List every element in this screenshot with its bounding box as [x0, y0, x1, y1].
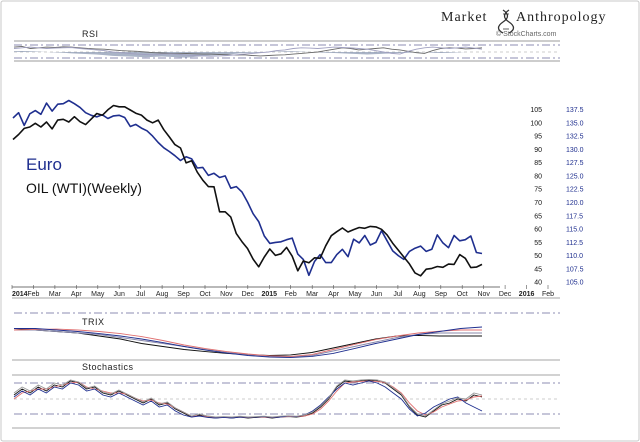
x-tick-label: Jul	[393, 291, 402, 298]
euro-axis-tick-label: 135.0	[566, 120, 584, 127]
euro-axis-tick-label: 137.5	[566, 107, 584, 114]
oil-axis-tick-label: 55	[534, 240, 542, 247]
oil-axis-tick-label: 50	[534, 253, 542, 260]
x-tick-label: Dec	[242, 291, 255, 298]
x-tick-label: Jun	[371, 291, 382, 298]
x-tick-label: Mar	[49, 291, 62, 298]
brand-name-part2: Anthropology	[516, 10, 607, 25]
x-tick-label: Apr	[71, 291, 83, 298]
x-tick-label: 2014	[12, 291, 28, 298]
rsi-label: RSI	[82, 29, 99, 39]
euro-axis-tick-label: 105.0	[566, 280, 584, 287]
oil-axis-tick-label: 75	[534, 187, 542, 194]
oil-axis-tick-label: 100	[530, 120, 542, 127]
oil-axis-tick-label: 65	[534, 213, 542, 220]
x-tick-label: Nov	[220, 291, 233, 298]
rsi-panel: RSI	[13, 29, 560, 62]
x-tick-label: Aug	[156, 291, 169, 298]
main-chart: 40 45 50 55 60 65 70 75 80 85 90 95 100 105 105.0 107.…	[11, 99, 584, 298]
stochastics-panel: Stochastics	[12, 362, 560, 429]
brand-name-part1: Market	[441, 10, 487, 25]
trix-label: TRIX	[82, 317, 105, 327]
oil-axis-tick-label: 105	[530, 107, 542, 114]
rsi-fill-area	[14, 51, 482, 58]
x-tick-label: Oct	[457, 291, 468, 298]
trix-line	[14, 329, 482, 358]
x-tick-label: Aug	[413, 291, 426, 298]
x-tick-label: Sep	[435, 291, 448, 298]
x-tick-label: Feb	[542, 291, 554, 298]
oil-axis-tick-label: 45	[534, 266, 542, 273]
oil-axis-tick-label: 80	[534, 173, 542, 180]
x-tick-label: 2015	[262, 291, 278, 298]
euro-axis-tick-label: 125.0	[566, 173, 584, 180]
x-tick-label: Mar	[306, 291, 319, 298]
stochastics-label: Stochastics	[82, 362, 134, 372]
brand-credit: © StockCharts.com	[496, 30, 557, 38]
trix-line	[13, 328, 482, 357]
euro-axis-tick-label: 117.5	[566, 213, 583, 220]
x-tick-label: 2016	[519, 291, 535, 298]
oil-axis-tick-label: 70	[534, 200, 542, 207]
trix-panel: TRIX	[12, 297, 560, 361]
euro-axis-tick-label: 120.0	[566, 200, 584, 207]
x-tick-label: May	[91, 291, 105, 298]
euro-axis-tick-label: 130.0	[566, 147, 584, 154]
x-tick-label: Nov	[477, 291, 490, 298]
oil-axis-tick-label: 95	[534, 134, 542, 141]
x-tick-label: Oct	[200, 291, 211, 298]
euro-axis-tick-label: 115.0	[566, 227, 583, 234]
legend-entry-oil: OIL (WTI)(Weekly)	[26, 180, 142, 196]
stochastics-line	[13, 378, 483, 418]
x-tick-label: May	[348, 291, 362, 298]
x-tick-label: Feb	[27, 291, 39, 298]
series-line-euro	[12, 99, 483, 277]
x-tick-label: Feb	[285, 291, 297, 298]
rsi-line	[13, 45, 483, 57]
branding: Market Anthropology © StockCharts.com	[441, 9, 607, 38]
series-line-oil	[12, 104, 483, 277]
legend-entry-euro: Euro	[26, 155, 62, 174]
dna-icon	[497, 9, 515, 34]
euro-axis-tick-label: 112.5	[566, 240, 583, 247]
x-tick-label: Jun	[114, 291, 125, 298]
euro-axis-tick-label: 132.5	[566, 134, 584, 141]
x-tick-label: Apr	[328, 291, 340, 298]
x-tick-label: Sep	[177, 291, 190, 298]
euro-axis-tick-label: 122.5	[566, 187, 584, 194]
oil-axis-tick-label: 60	[534, 227, 542, 234]
x-tick-label: Jul	[136, 291, 145, 298]
trix-line	[14, 326, 483, 359]
euro-axis-tick-label: 127.5	[566, 160, 584, 167]
x-tick-label: Dec	[499, 291, 512, 298]
oil-axis-tick-label: 40	[534, 280, 542, 287]
rsi-line	[13, 46, 483, 57]
euro-axis-tick-label: 107.5	[566, 266, 584, 273]
euro-axis-tick-label: 110.0	[566, 253, 583, 260]
oil-axis-tick-label: 90	[534, 147, 542, 154]
oil-axis-tick-label: 85	[534, 160, 542, 167]
